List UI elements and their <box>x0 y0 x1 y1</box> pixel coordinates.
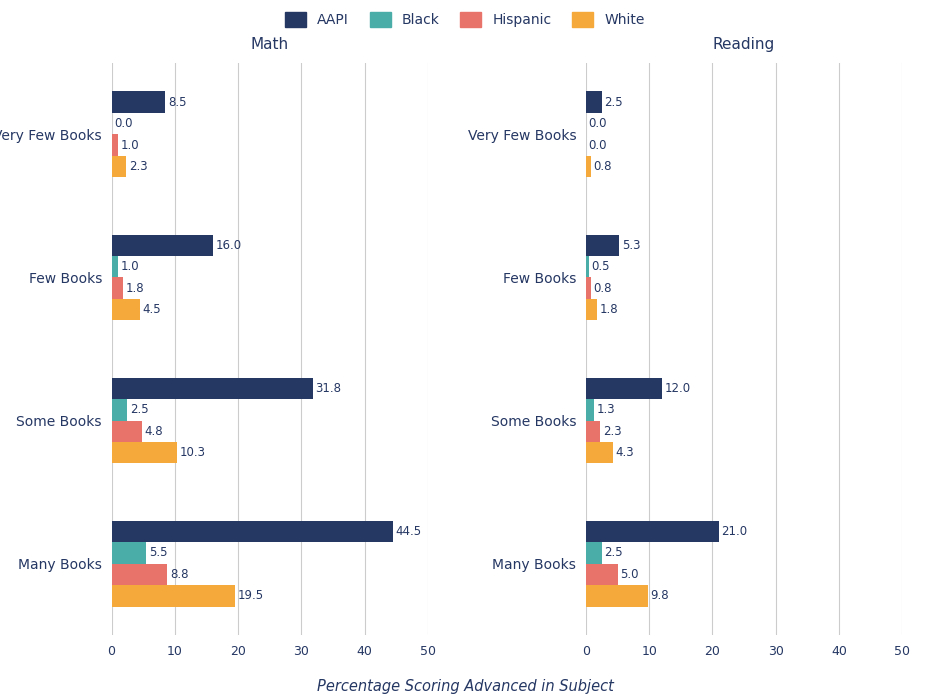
Text: 2.5: 2.5 <box>604 96 623 109</box>
Bar <box>112 399 127 420</box>
Text: 4.5: 4.5 <box>142 303 161 316</box>
Title: Math: Math <box>251 37 288 52</box>
Text: 44.5: 44.5 <box>395 525 421 538</box>
Bar <box>586 277 591 299</box>
Bar <box>586 256 589 277</box>
Bar <box>112 134 118 156</box>
Bar <box>586 299 597 320</box>
Text: 9.8: 9.8 <box>650 589 669 602</box>
Bar <box>112 542 146 563</box>
Text: 2.5: 2.5 <box>130 403 149 416</box>
Text: 8.8: 8.8 <box>170 568 188 581</box>
Text: 16.0: 16.0 <box>216 239 242 252</box>
Text: 4.3: 4.3 <box>616 446 634 459</box>
Bar <box>586 542 602 563</box>
Text: 0.0: 0.0 <box>589 117 607 130</box>
Bar <box>112 299 140 320</box>
Bar <box>112 91 166 113</box>
Bar <box>112 585 235 607</box>
Text: 1.0: 1.0 <box>121 139 140 151</box>
Text: 19.5: 19.5 <box>237 589 263 602</box>
Bar <box>586 585 648 607</box>
Text: 2.3: 2.3 <box>603 425 621 438</box>
Bar <box>112 521 393 542</box>
Bar <box>112 378 312 399</box>
Bar <box>112 256 118 277</box>
Bar <box>586 91 602 113</box>
Text: 0.8: 0.8 <box>593 160 612 173</box>
Bar <box>112 235 213 256</box>
Text: 1.3: 1.3 <box>597 403 616 416</box>
Text: 21.0: 21.0 <box>722 525 748 538</box>
Title: Reading: Reading <box>713 37 775 52</box>
Bar <box>112 420 142 442</box>
Text: Percentage Scoring Advanced in Subject: Percentage Scoring Advanced in Subject <box>316 679 614 694</box>
Text: 0.8: 0.8 <box>593 282 612 295</box>
Bar <box>586 521 719 542</box>
Text: 5.0: 5.0 <box>620 568 639 581</box>
Text: 1.8: 1.8 <box>600 303 618 316</box>
Bar <box>586 420 601 442</box>
Text: 31.8: 31.8 <box>315 382 341 395</box>
Bar <box>586 442 613 463</box>
Text: 4.8: 4.8 <box>144 425 163 438</box>
Text: 0.0: 0.0 <box>114 117 133 130</box>
Text: 12.0: 12.0 <box>664 382 690 395</box>
Text: 0.5: 0.5 <box>591 260 610 273</box>
Text: 10.3: 10.3 <box>179 446 206 459</box>
Bar <box>586 156 591 177</box>
Legend: AAPI, Black, Hispanic, White: AAPI, Black, Hispanic, White <box>280 7 650 33</box>
Bar <box>112 564 167 585</box>
Bar <box>586 564 618 585</box>
Bar <box>112 442 177 463</box>
Text: 2.3: 2.3 <box>128 160 147 173</box>
Bar <box>112 277 123 299</box>
Text: 0.0: 0.0 <box>589 139 607 151</box>
Bar <box>586 399 594 420</box>
Text: 1.0: 1.0 <box>121 260 140 273</box>
Text: 8.5: 8.5 <box>168 96 186 109</box>
Text: 2.5: 2.5 <box>604 547 623 559</box>
Bar <box>586 378 662 399</box>
Bar <box>586 235 619 256</box>
Text: 5.3: 5.3 <box>622 239 641 252</box>
Text: 5.5: 5.5 <box>149 547 167 559</box>
Text: 1.8: 1.8 <box>126 282 144 295</box>
Bar <box>112 156 126 177</box>
